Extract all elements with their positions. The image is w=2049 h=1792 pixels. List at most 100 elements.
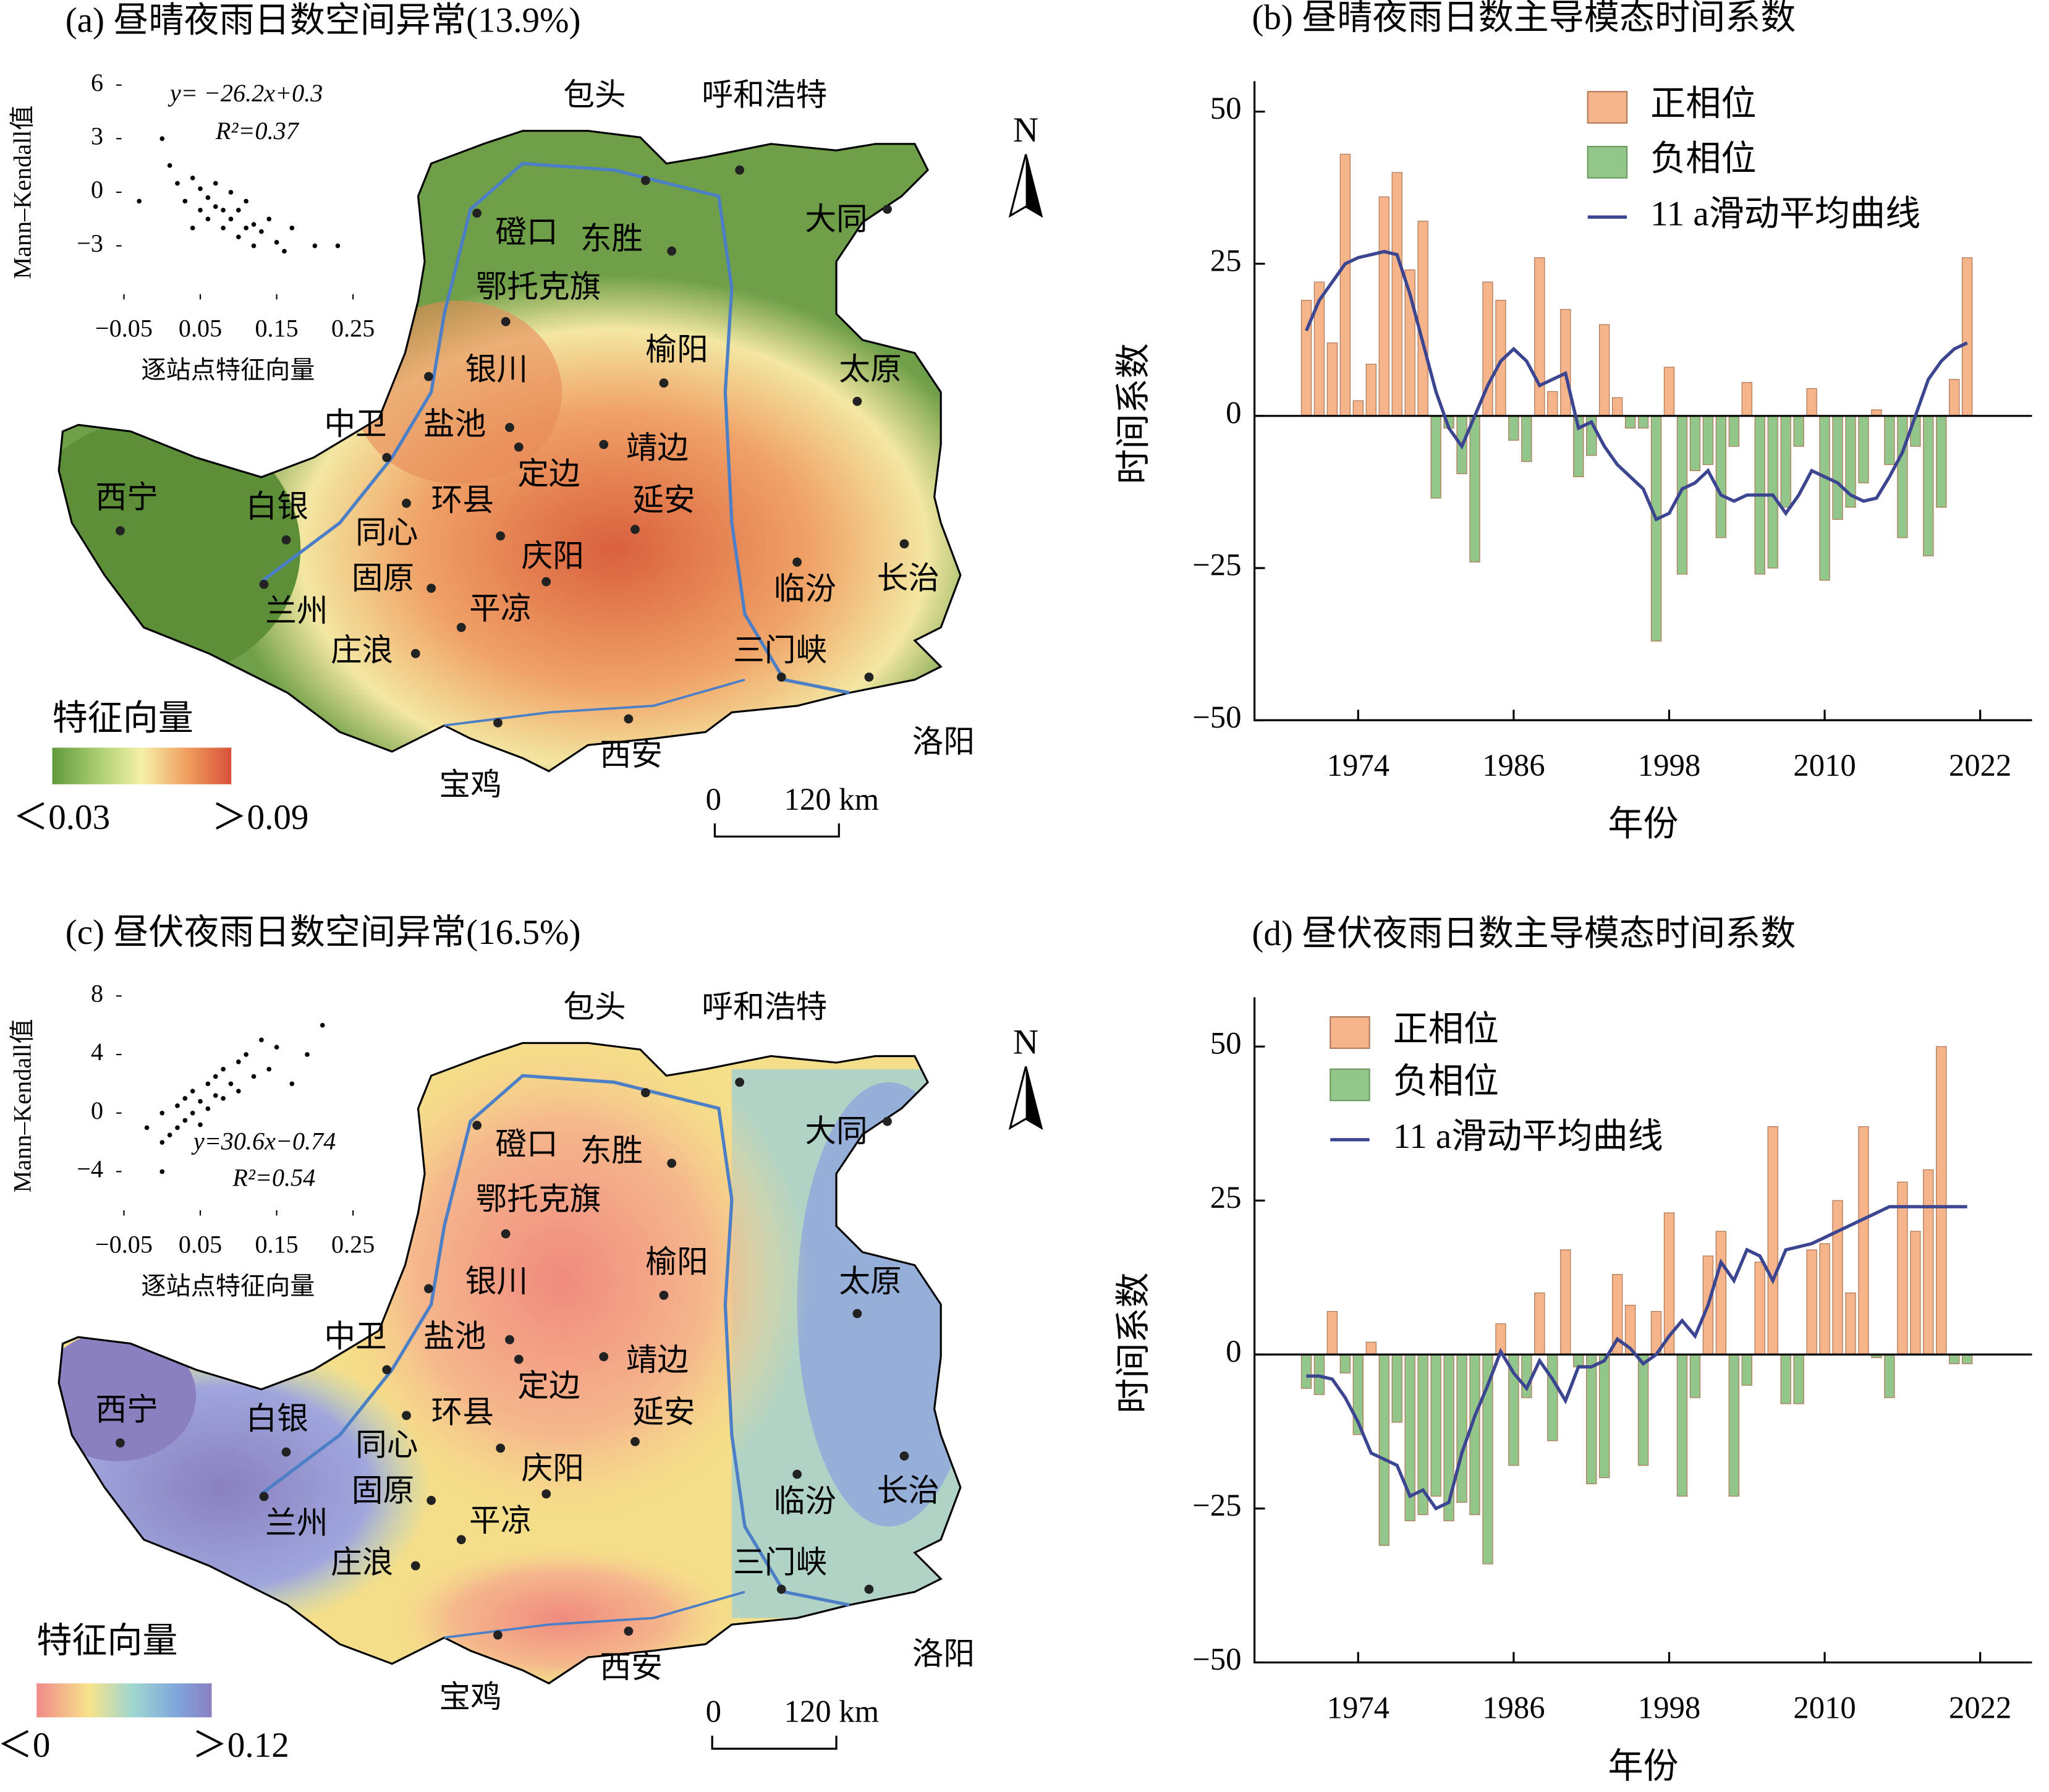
scatter-point	[236, 234, 241, 240]
city-label: 银川	[465, 1264, 528, 1299]
city-label: 太原	[839, 1264, 901, 1299]
city-label: 宝鸡	[439, 1679, 501, 1714]
bar	[1443, 1354, 1454, 1521]
x-tick-label: 1998	[1638, 748, 1700, 783]
bar	[1793, 1354, 1804, 1404]
city-dot	[883, 1116, 892, 1126]
x-tick-label: 0.15	[255, 314, 298, 342]
city-label: 大同	[805, 202, 867, 236]
x-tick-label: 0.15	[255, 1230, 298, 1258]
city-dot	[792, 557, 802, 567]
y-tick-label: −50	[1192, 1642, 1241, 1676]
scale-start: 0	[706, 1694, 721, 1729]
bar	[1508, 415, 1519, 441]
city-label: 庄浪	[331, 633, 393, 668]
bar	[1326, 342, 1338, 417]
city-label: 西宁	[95, 1392, 158, 1427]
city-label: 白银	[245, 1401, 308, 1436]
scatter-point	[175, 180, 180, 186]
bar	[1793, 415, 1804, 447]
bar	[1832, 1200, 1843, 1355]
city-dot	[410, 1561, 420, 1571]
city-label: 延安	[632, 1395, 695, 1430]
city-dot	[472, 1121, 482, 1130]
legend-title: 特征向量	[36, 1621, 177, 1660]
bar	[1430, 1354, 1441, 1497]
bar	[1715, 415, 1727, 538]
city-label: 兰州	[265, 594, 328, 629]
scatter-point	[144, 1125, 150, 1131]
city-dot	[864, 1584, 874, 1594]
city-label: 长治	[877, 561, 940, 596]
city-dot	[883, 205, 892, 214]
bar	[1547, 391, 1558, 417]
scatter-point	[244, 198, 248, 204]
scale-end: 120 km	[784, 1694, 879, 1729]
y-tick-label: 6	[91, 69, 103, 96]
city-dot	[667, 246, 677, 256]
bar	[1417, 221, 1428, 417]
city-label: 庆阳	[522, 539, 584, 574]
scatter-point	[182, 198, 188, 204]
city-label: 平凉	[469, 591, 532, 626]
x-tick-label: 1986	[1482, 748, 1545, 783]
y-tick-label: 25	[1210, 243, 1242, 278]
city-label: 固原	[352, 561, 414, 596]
city-label: 榆阳	[645, 333, 708, 367]
x-axis-label: 年份	[1608, 1747, 1678, 1786]
bar	[1923, 1169, 1934, 1355]
scatter-point	[305, 1052, 310, 1057]
legend-min: ＜0.03	[13, 798, 110, 837]
city-dot	[402, 1411, 411, 1420]
x-tick-label: 0.05	[179, 314, 222, 342]
x-axis-label: 逐站点特征向量	[141, 356, 315, 384]
city-dot	[496, 531, 506, 541]
bar	[1300, 300, 1312, 417]
x-tick-label: 1974	[1327, 748, 1389, 783]
bar	[1391, 172, 1402, 417]
north-arrow	[1025, 1066, 1041, 1128]
city-label: 磴口	[495, 1127, 558, 1161]
legend-label: 11 a滑动平均曲线	[1393, 1117, 1663, 1156]
city-label: 西安	[600, 737, 662, 772]
bar	[1547, 1354, 1558, 1442]
x-axis-label: 逐站点特征向量	[141, 1272, 315, 1300]
bar	[1819, 1243, 1830, 1355]
bar	[1663, 367, 1675, 417]
map-outline	[57, 130, 962, 773]
x-tick-label: 0.25	[331, 314, 375, 342]
bar	[1728, 415, 1739, 447]
bar	[1611, 397, 1623, 417]
x-tick-label: 2010	[1793, 1690, 1856, 1725]
scatter-point	[182, 1118, 188, 1123]
city-label: 中卫	[324, 1319, 386, 1354]
city-label: 三门峡	[733, 633, 827, 668]
city-dot	[659, 378, 669, 388]
scatter-point	[282, 248, 287, 254]
city-dot	[776, 672, 786, 682]
legend-title: 特征向量	[53, 699, 193, 737]
y-tick-label: −3	[77, 229, 103, 257]
river	[260, 1074, 850, 1607]
bar	[1767, 415, 1778, 569]
bar	[1326, 1310, 1338, 1355]
city-dot	[864, 672, 874, 682]
bar	[1637, 1354, 1649, 1466]
bar	[1949, 1354, 1960, 1364]
city-label: 呼和浩特	[702, 77, 827, 112]
city-dot	[505, 1335, 514, 1344]
bar	[1806, 1249, 1817, 1355]
city-dot	[899, 1451, 909, 1461]
scatter-point	[221, 208, 226, 213]
north-label: N	[1013, 111, 1038, 150]
bar	[1819, 415, 1830, 581]
y-tick-label: 0	[1226, 395, 1241, 430]
bar	[1754, 1262, 1765, 1355]
legend-label: 正相位	[1650, 85, 1756, 124]
scatter-point	[236, 208, 241, 213]
x-tick-label: 1986	[1482, 1690, 1545, 1725]
city-dot	[456, 622, 466, 632]
bar	[1586, 1354, 1597, 1485]
